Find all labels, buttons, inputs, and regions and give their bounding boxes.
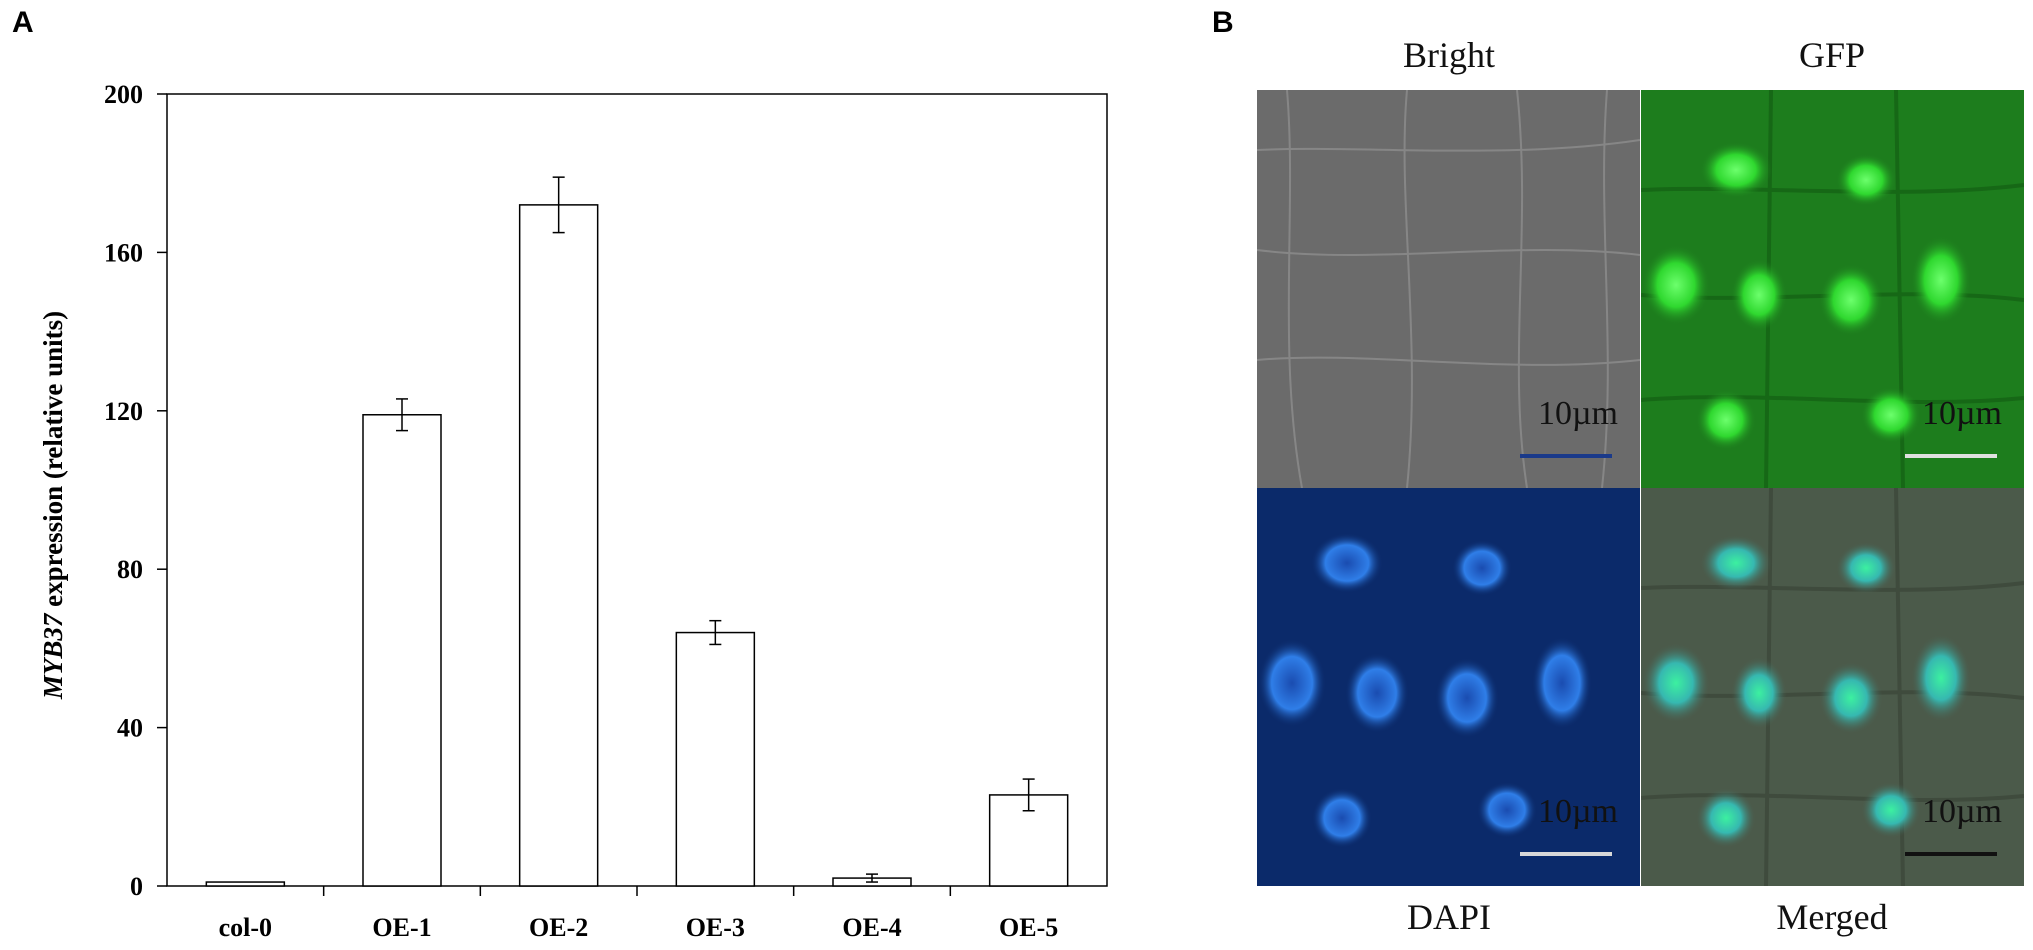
x-tick-label-OE-2: OE-2: [529, 913, 588, 942]
x-tick-label-OE-4: OE-4: [842, 913, 901, 942]
bar-col-0: [205, 881, 286, 887]
x-tick-label-col-0: col-0: [219, 913, 272, 942]
bar-OE-3: [675, 631, 756, 887]
bright-image: 10µm: [1257, 90, 1640, 488]
y-tick-label: 160: [104, 238, 143, 267]
y-axis-label: MYB37 expression (relative units): [38, 311, 68, 700]
y-tick-label: 80: [117, 555, 143, 584]
plot-frame: [166, 93, 1108, 887]
bar-OE-2: [518, 204, 599, 887]
bar-OE-1: [362, 414, 442, 887]
dapi-scale-label: 10µm: [1537, 793, 1618, 830]
panel-b-letter: B: [1212, 6, 1234, 39]
plot-border: [166, 93, 1108, 887]
gfp-image: 10µm: [1641, 90, 2024, 488]
merged-scale-bar: [1905, 852, 1997, 856]
bright-scale-label: 10µm: [1537, 395, 1618, 432]
merged-image: 10µm: [1641, 488, 2024, 886]
title-merged: Merged: [1776, 897, 1888, 937]
bar-chart: 0 40 80 120 160 200 col-0 OE-1 OE-2 OE-3 OE-4 OE-5…: [38, 80, 1108, 942]
title-gfp: GFP: [1798, 35, 1866, 75]
y-axis-label-rest: expression (relative units): [38, 311, 68, 614]
title-dapi: DAPI: [1406, 897, 1491, 937]
y-tick-label: 120: [104, 397, 143, 426]
y-tick-label: 0: [130, 872, 143, 901]
dapi-image: 10µm: [1257, 488, 1640, 886]
title-bright: Bright: [1402, 35, 1495, 75]
merged-scale-label: 10µm: [1921, 793, 2002, 830]
dapi-scale-bar: [1520, 852, 1612, 856]
y-tick-label: 200: [104, 80, 143, 109]
x-tick-label-OE-3: OE-3: [686, 913, 745, 942]
x-tick-label-OE-1: OE-1: [372, 913, 431, 942]
bright-scale-bar: [1520, 454, 1612, 458]
panel-a-letter: A: [12, 6, 34, 39]
x-tick-labels: col-0 OE-1 OE-2 OE-3 OE-4 OE-5: [219, 886, 1058, 942]
bars: [205, 176, 1069, 887]
gfp-scale-label: 10µm: [1921, 395, 2002, 432]
y-tick-label: 40: [117, 714, 143, 743]
y-axis-label-italic: MYB37: [38, 612, 68, 700]
y-ticks: 0 40 80 120 160 200: [104, 80, 167, 901]
x-tick-label-OE-5: OE-5: [999, 913, 1058, 942]
gfp-scale-bar: [1905, 454, 1997, 458]
